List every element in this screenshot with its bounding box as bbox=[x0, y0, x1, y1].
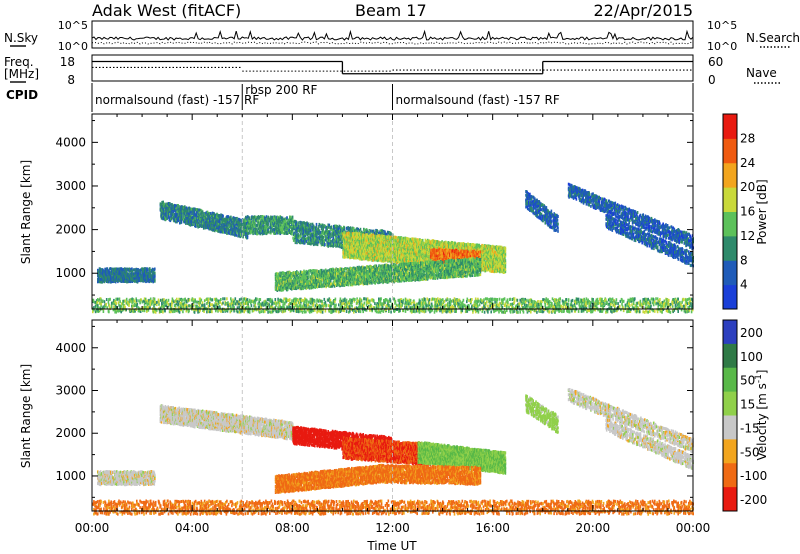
nsky-right-label: N.Search bbox=[746, 31, 800, 45]
nave-tick-bottom: 0 bbox=[708, 73, 716, 87]
station-title: Adak West (fitACF) bbox=[92, 1, 241, 20]
power-cell bbox=[236, 234, 238, 237]
nave-tick-top: 60 bbox=[708, 55, 723, 69]
nsky-left-tick-bottom: 10^0 bbox=[58, 40, 88, 53]
nsky-trace bbox=[92, 31, 693, 44]
freq-tick-bottom: 8 bbox=[67, 73, 75, 87]
power-cell bbox=[258, 216, 260, 219]
nsky-left-tick-top: 10^5 bbox=[58, 19, 88, 32]
nsky-right-tick-top: 10^5 bbox=[707, 19, 737, 32]
power-cell bbox=[171, 216, 173, 219]
power-cell bbox=[248, 232, 250, 235]
freq-frame bbox=[92, 55, 693, 81]
cpid-segment-label-0: normalsound (fast) -157 RF bbox=[95, 93, 259, 107]
power-cell bbox=[222, 215, 224, 218]
power-cell bbox=[248, 216, 250, 219]
freq-tick-top: 18 bbox=[60, 55, 75, 69]
nsky-panel: N.Sky N.Search 10^5 10^0 10^5 10^0 bbox=[4, 19, 800, 53]
cpid-label: CPID bbox=[6, 88, 38, 102]
nsky-left-label: N.Sky bbox=[4, 31, 38, 45]
radar-summary-figure: Adak West (fitACF) Beam 17 22/Apr/2015 N… bbox=[0, 0, 800, 554]
power-cell bbox=[268, 230, 270, 233]
nsky-series-line bbox=[92, 31, 693, 40]
cpid-segment-label-2: normalsound (fast) -157 RF bbox=[396, 93, 560, 107]
freq-trace bbox=[92, 62, 693, 74]
beam-title: Beam 17 bbox=[355, 1, 427, 20]
cpid-segment-label-1: rbsp 200 RF bbox=[245, 83, 317, 97]
power-cell bbox=[286, 216, 288, 219]
power-cell bbox=[260, 215, 262, 218]
freq-panel: Freq. [MHz] Nave 18 8 60 0 bbox=[4, 55, 780, 87]
nsky-right-tick-bottom: 10^0 bbox=[707, 40, 737, 53]
nave-right-label: Nave bbox=[746, 66, 777, 80]
freq-left-label-line2: [MHz] bbox=[4, 67, 39, 81]
nsearch-series-line bbox=[92, 42, 693, 44]
power-cell bbox=[230, 216, 232, 219]
power-cell bbox=[292, 216, 294, 219]
date-title: 22/Apr/2015 bbox=[593, 1, 693, 20]
power-cell bbox=[300, 235, 302, 238]
